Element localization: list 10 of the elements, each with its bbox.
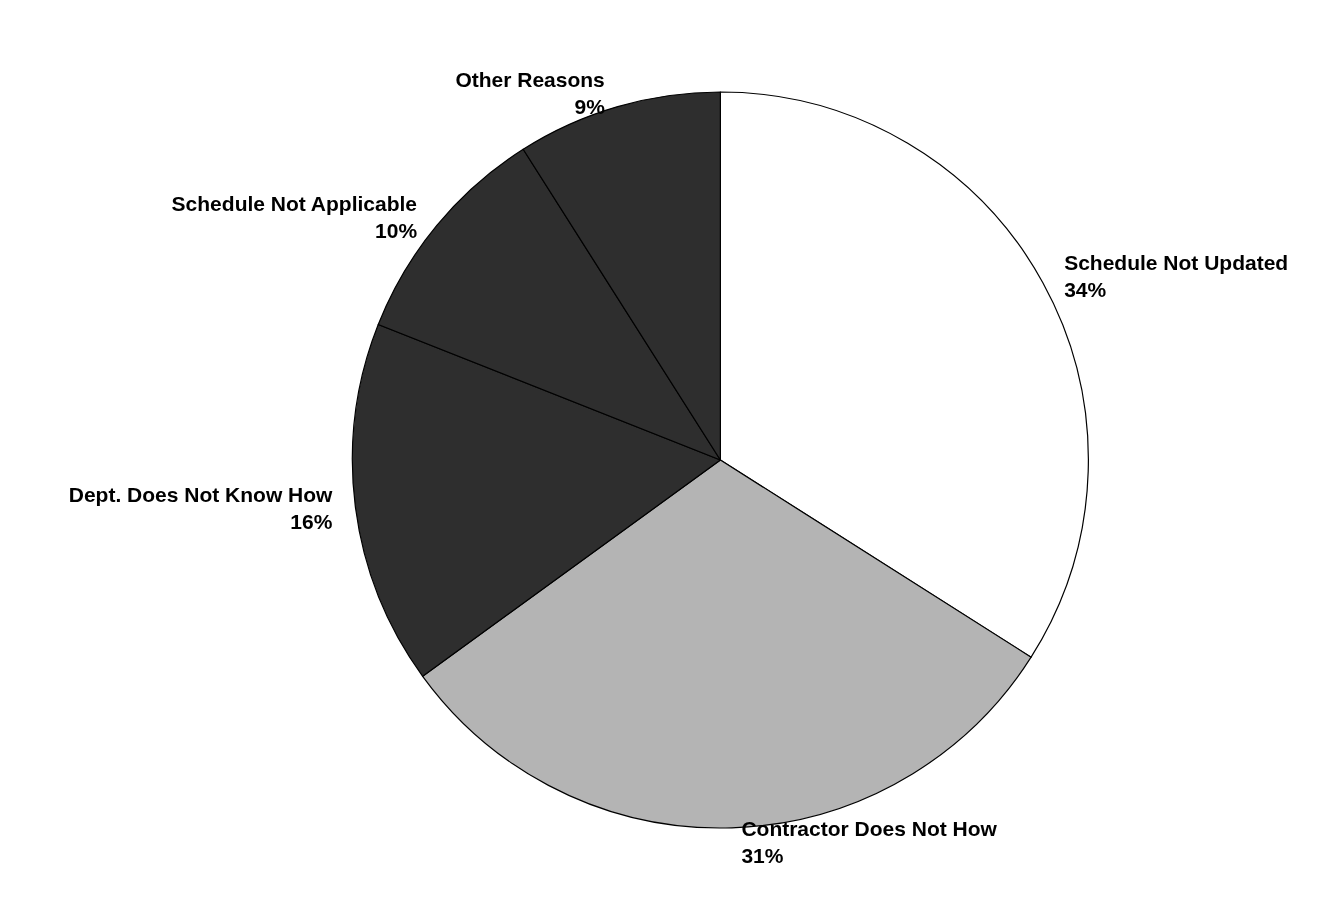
slice-label: Dept. Does Not Know How xyxy=(68,482,334,506)
slice-label: Other Reasons xyxy=(455,68,605,92)
data-label: 16% xyxy=(290,509,333,533)
data-label: 31% xyxy=(741,843,784,867)
slice-label: Contractor Does Not How xyxy=(741,816,998,840)
slice-label: Schedule Not Applicable xyxy=(171,191,418,215)
slice-label: Schedule Not Updated xyxy=(1064,250,1289,274)
data-label: 9% xyxy=(574,95,606,119)
data-label: 10% xyxy=(375,218,418,242)
data-label: 34% xyxy=(1064,277,1107,301)
